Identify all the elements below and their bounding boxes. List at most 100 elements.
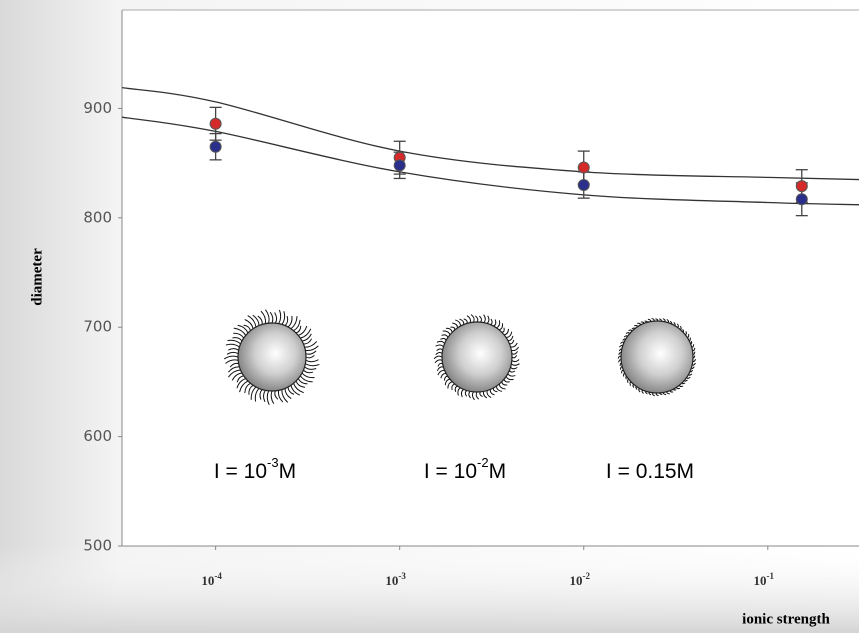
hair: [457, 387, 461, 396]
hair: [433, 355, 443, 360]
hair: [252, 314, 260, 326]
hair: [510, 342, 518, 348]
hair: [259, 389, 263, 400]
hair: [269, 311, 274, 324]
hair: [231, 372, 243, 381]
hair: [303, 369, 314, 374]
hair: [287, 315, 293, 328]
particle: [441, 321, 513, 393]
hair: [228, 369, 241, 378]
hair: [447, 381, 453, 389]
hair: [495, 386, 503, 392]
annotation-base: I = 0.15M: [606, 460, 694, 483]
y-tick-label: 700: [83, 318, 112, 336]
x-tick-base: 10: [569, 573, 582, 588]
hair: [244, 382, 251, 394]
hair: [304, 366, 317, 370]
x-tick-base: 10: [201, 573, 214, 588]
y-axis-label: diameter: [29, 248, 45, 306]
annotation-unit: M: [279, 460, 297, 483]
hair: [257, 315, 263, 325]
hair: [295, 325, 302, 334]
hair: [281, 311, 286, 325]
hair: [470, 314, 475, 323]
data-point: [209, 117, 222, 130]
hair: [244, 319, 254, 329]
hair: [227, 339, 241, 345]
hair: [277, 390, 284, 403]
hair: [436, 340, 446, 344]
hair: [505, 376, 514, 381]
hair: [471, 391, 475, 401]
hair: [299, 375, 313, 383]
particle: [237, 322, 307, 392]
x-tick-label: 10-2: [569, 571, 590, 588]
hair: [290, 316, 298, 330]
hair: [223, 355, 239, 360]
y-tick-label: 900: [83, 99, 112, 117]
hair: [254, 388, 260, 402]
hair: [263, 390, 266, 403]
y-tick-label: 500: [83, 537, 112, 555]
hair: [298, 325, 308, 336]
hair: [434, 359, 443, 364]
hair: [506, 331, 513, 339]
hair: [305, 350, 317, 355]
data-point: [577, 179, 590, 192]
hair: [287, 386, 295, 395]
hair: [475, 391, 480, 400]
hair: [228, 348, 239, 351]
hair: [233, 332, 245, 339]
hair: [297, 378, 308, 385]
hair: [233, 327, 247, 336]
hair: [295, 380, 306, 388]
hair: [455, 319, 462, 327]
hair: [266, 390, 270, 406]
hair: [305, 363, 320, 367]
x-tick-exponent: -2: [582, 571, 590, 581]
hair: [243, 324, 251, 331]
x-tick-exponent: -1: [767, 571, 775, 581]
hair: [236, 378, 246, 389]
hair: [232, 337, 243, 342]
x-tick-base: 10: [385, 573, 398, 588]
annotation-base: I = 10: [214, 460, 267, 483]
hair: [293, 383, 304, 394]
hair: [305, 359, 319, 363]
hair: [229, 362, 239, 368]
hair: [270, 390, 275, 405]
hair: [304, 341, 318, 348]
hair: [274, 312, 278, 324]
x-tick-base: 10: [754, 573, 767, 588]
annotation: I = 10-3M: [214, 455, 296, 482]
y-tick-label: 800: [83, 208, 112, 226]
hair: [301, 372, 315, 379]
hair: [511, 346, 520, 352]
hair: [305, 345, 319, 352]
hair: [265, 309, 270, 324]
hair: [274, 390, 279, 400]
hair: [239, 380, 249, 393]
annotation-exponent: -2: [477, 455, 489, 470]
hair: [228, 366, 240, 373]
data-point: [393, 159, 406, 172]
hair: [284, 315, 289, 326]
x-tick-exponent: -4: [214, 571, 222, 581]
hair: [284, 388, 292, 400]
x-tick-label: 10-1: [754, 571, 775, 588]
hair: [248, 384, 254, 395]
hair: [442, 330, 451, 335]
hair: [483, 314, 486, 324]
hair: [303, 338, 313, 345]
annotation-exponent: -3: [267, 455, 279, 470]
annotation-unit: M: [489, 460, 507, 483]
annotation-base: I = 10: [424, 460, 477, 483]
x-tick-label: 10-4: [201, 571, 222, 588]
hair: [247, 315, 257, 328]
x-tick-exponent: -3: [398, 571, 406, 581]
plot-area: [122, 10, 859, 546]
particle-illustrations: [223, 309, 697, 406]
hair: [236, 375, 244, 383]
